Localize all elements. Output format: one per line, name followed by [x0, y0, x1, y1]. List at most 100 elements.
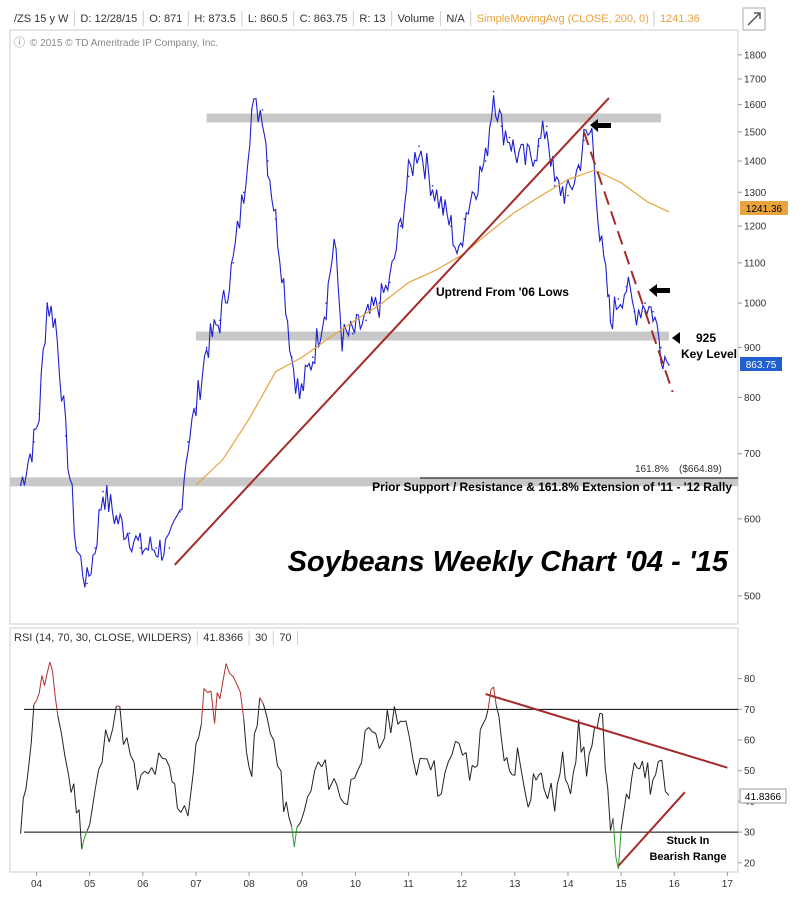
price-point	[341, 338, 343, 340]
price-point	[20, 484, 22, 486]
x-tick-label: 10	[350, 879, 362, 890]
rsi-segment	[456, 741, 460, 743]
price-point	[400, 225, 402, 227]
rsi-segment	[611, 818, 614, 831]
price-band	[196, 332, 669, 341]
rsi-segment	[278, 766, 282, 771]
rsi-segment	[55, 697, 58, 716]
rsi-segment	[624, 794, 627, 812]
price-point	[54, 320, 56, 322]
rsi-segment	[34, 700, 37, 704]
rsi-segment	[199, 724, 202, 737]
rsi-segment	[191, 773, 194, 794]
rsi-segment	[478, 730, 481, 766]
study-label: SimpleMovingAvg (CLOSE, 200, 0)	[477, 13, 649, 25]
price-point	[538, 145, 540, 147]
rsi-segment	[141, 771, 145, 775]
price-point	[562, 188, 564, 190]
price-point	[610, 320, 612, 322]
x-tick-label: 08	[244, 879, 256, 890]
rsi-segment	[159, 753, 163, 759]
price-point	[567, 195, 569, 197]
price-point	[76, 547, 78, 549]
rsi-segment	[613, 818, 616, 857]
rsi-segment	[145, 771, 149, 774]
x-tick-label: 04	[31, 879, 43, 890]
header-item: D: 12/28/15	[80, 13, 137, 25]
price-point	[450, 225, 452, 227]
price-point	[291, 356, 293, 358]
rsi-segment	[445, 762, 449, 773]
rsi-segment	[629, 778, 632, 799]
rsi-segment	[148, 768, 152, 774]
rsi-segment	[499, 716, 502, 739]
rsi-segment	[351, 778, 355, 779]
rsi-segment	[155, 753, 159, 775]
price-point	[129, 532, 131, 534]
rsi-y-axis: 20304050607080	[738, 674, 756, 869]
copyright-icon: ⓘ	[14, 36, 25, 49]
rsi-segment	[26, 768, 29, 790]
rsi-segment	[61, 733, 65, 756]
rsi-segment	[252, 734, 255, 777]
price-point	[501, 125, 503, 127]
sma-last-value: 1241.36	[746, 204, 783, 215]
rsi-segment	[29, 742, 32, 767]
price-point	[219, 320, 221, 322]
rsi-segment	[223, 664, 227, 684]
rsi-segment	[65, 756, 69, 774]
rsi-segment	[90, 808, 93, 825]
rsi-segment	[123, 738, 127, 745]
price-point	[525, 160, 527, 162]
x-tick-label: 09	[297, 879, 309, 890]
rsi-series-group	[21, 662, 669, 869]
price-point	[38, 413, 40, 415]
rsi-segment	[656, 762, 659, 775]
price-point	[618, 298, 620, 300]
rsi-segment	[308, 791, 312, 797]
rsi-header-item: RSI (14, 70, 30, CLOSE, WILDERS)	[14, 632, 191, 644]
rsi-segment	[292, 826, 295, 847]
rsi-segment	[560, 752, 563, 774]
rsi-segment	[177, 808, 181, 812]
rsi-segment	[152, 768, 156, 775]
price-point	[206, 347, 208, 349]
rsi-segment	[603, 714, 606, 768]
price-point	[418, 145, 420, 147]
rsi-segment	[650, 780, 653, 795]
rsi-segment	[337, 785, 341, 798]
price-point	[33, 441, 35, 443]
rsi-segment	[662, 760, 666, 791]
rsi-segment	[665, 792, 669, 796]
rsi-segment	[510, 771, 513, 775]
rsi-y-tick-label: 60	[744, 736, 756, 747]
rsi-segment	[31, 705, 34, 743]
price-point	[514, 151, 516, 153]
rsi-segment	[563, 752, 566, 779]
rsi-segment	[488, 690, 491, 709]
study-value: 1241.36	[660, 13, 700, 25]
price-point	[599, 236, 601, 238]
rsi-segment	[99, 762, 103, 769]
price-point	[155, 547, 157, 549]
rsi-segment	[358, 763, 362, 770]
rsi-segment	[557, 774, 560, 784]
rsi-segment	[37, 693, 40, 700]
rsi-segment	[82, 838, 85, 850]
rsi-segment	[427, 759, 431, 770]
settings-icon[interactable]	[743, 8, 765, 30]
rsi-segment	[344, 803, 348, 805]
rsi-segment	[391, 706, 395, 733]
rsi-segment	[196, 738, 199, 744]
rsi-segment	[50, 662, 53, 671]
rsi-segment	[244, 719, 247, 752]
rsi-segment	[42, 676, 45, 686]
price-point	[232, 262, 234, 264]
rsi-segment	[438, 794, 442, 796]
rsi-segment	[270, 734, 274, 741]
rsi-segment	[289, 818, 292, 826]
rsi-segment	[263, 704, 267, 717]
rsi-segment	[406, 721, 410, 737]
rsi-segment	[362, 731, 366, 763]
